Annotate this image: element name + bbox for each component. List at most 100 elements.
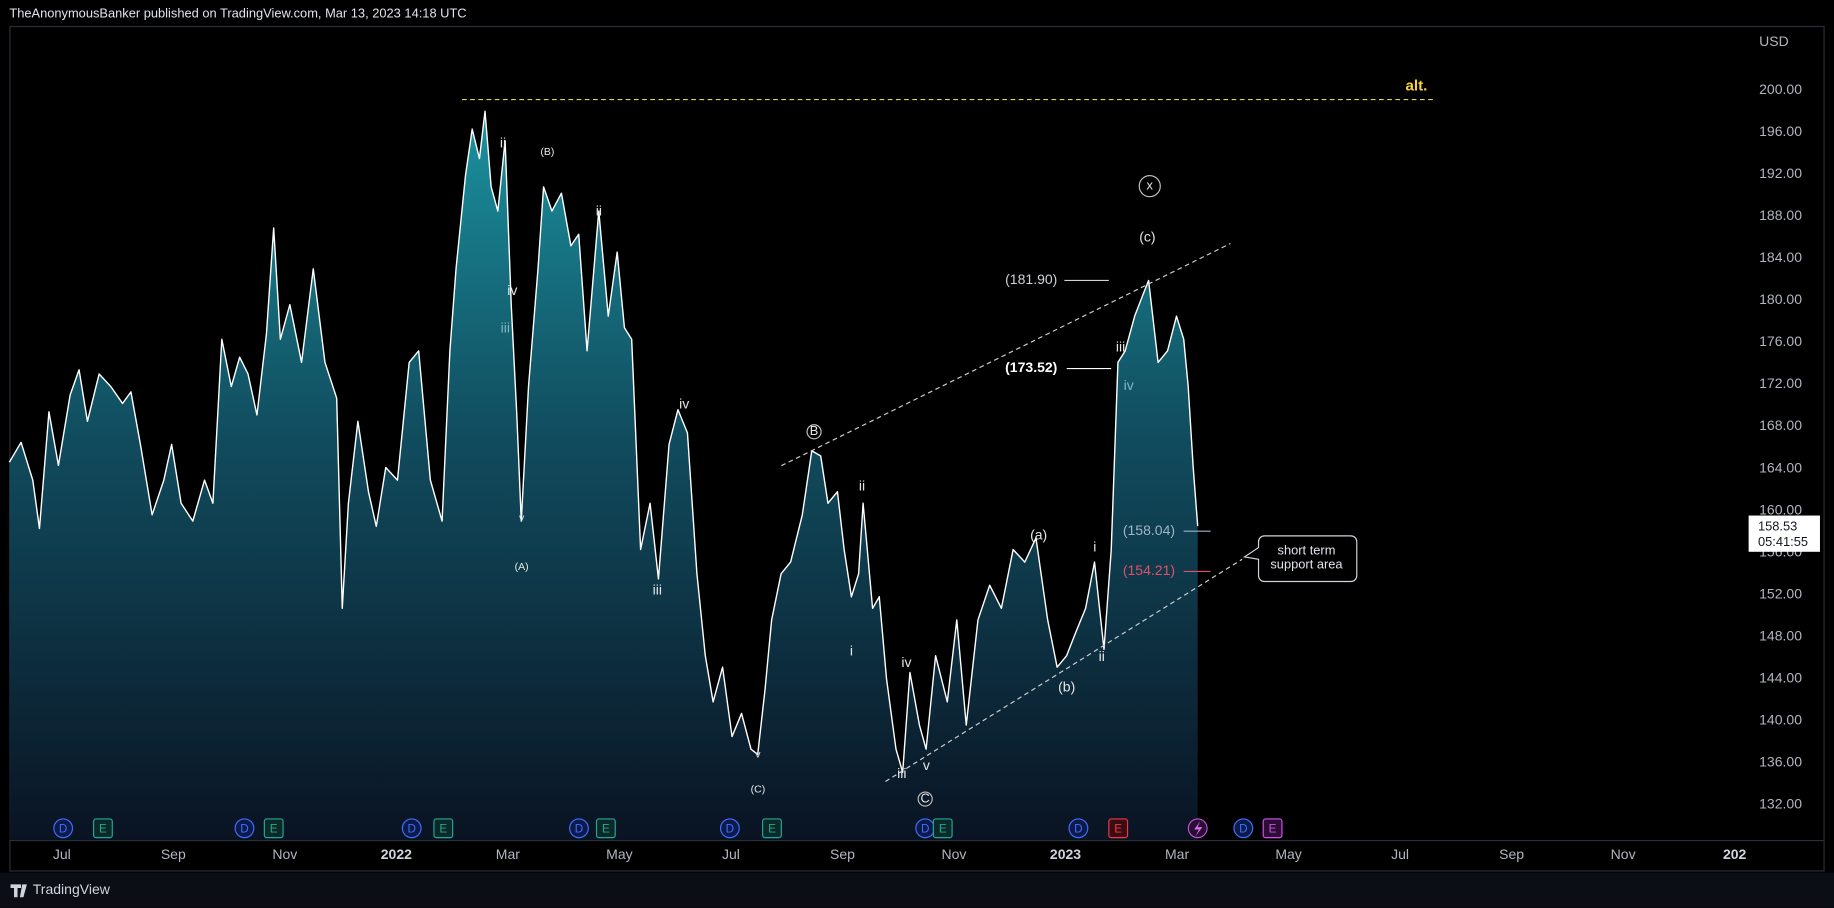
wave-circle bbox=[806, 424, 822, 440]
wave-label: iv bbox=[507, 282, 517, 298]
y-tick-label: 152.00 bbox=[1759, 585, 1802, 601]
currency-label: USD bbox=[1759, 33, 1789, 49]
event-label: E bbox=[1114, 823, 1122, 836]
x-tick-label: Sep bbox=[161, 846, 186, 862]
header-text: TheAnonymousBanker published on TradingV… bbox=[9, 6, 466, 21]
wave-label: i bbox=[1093, 538, 1096, 554]
event-icon bbox=[1108, 818, 1129, 839]
footer-logo bbox=[10, 884, 27, 898]
x-tick-label: 2023 bbox=[1050, 846, 1081, 862]
wave-label: iv bbox=[679, 396, 689, 412]
y-tick-label: 164.00 bbox=[1759, 459, 1802, 475]
event-label: E bbox=[602, 823, 610, 836]
x-tick-label: Sep bbox=[1499, 846, 1524, 862]
area-fill bbox=[9, 111, 1198, 840]
event-icon bbox=[1262, 818, 1283, 839]
wave-label: iii bbox=[1116, 338, 1125, 354]
y-tick-label: 148.00 bbox=[1759, 627, 1802, 643]
y-tick-label: 188.00 bbox=[1759, 207, 1802, 223]
event-icon bbox=[53, 818, 74, 839]
y-tick-label: 192.00 bbox=[1759, 165, 1802, 181]
y-tick-label: 176.00 bbox=[1759, 333, 1802, 349]
x-tick-label: Nov bbox=[942, 846, 967, 862]
wave-label: v bbox=[519, 512, 525, 524]
wave-label: iii bbox=[653, 582, 662, 598]
lightning-icon bbox=[1194, 821, 1203, 837]
event-icon bbox=[401, 818, 422, 839]
x-tick-label: Mar bbox=[496, 846, 520, 862]
price-tag-countdown: 05:41:55 bbox=[1758, 534, 1808, 549]
level-label: (154.21) bbox=[1123, 562, 1175, 578]
footer-text: TradingView bbox=[33, 881, 111, 897]
chart-frame bbox=[9, 25, 1825, 872]
wave-label: ii bbox=[596, 203, 602, 219]
wave-label: iii bbox=[501, 320, 510, 336]
event-label: D bbox=[921, 823, 929, 836]
wave-label: ii bbox=[500, 135, 506, 151]
x-tick-label: Mar bbox=[1165, 846, 1189, 862]
y-tick-label: 160.00 bbox=[1759, 501, 1802, 517]
event-icon bbox=[569, 818, 589, 839]
x-tick-label: Nov bbox=[272, 846, 297, 862]
event-label: E bbox=[99, 823, 107, 836]
y-tick-label: 136.00 bbox=[1759, 754, 1802, 770]
plot: 132.00136.00140.00144.00148.00152.00156.… bbox=[8, 81, 1802, 862]
y-tick-label: 132.00 bbox=[1759, 796, 1802, 812]
wave-label: alt. bbox=[1405, 78, 1427, 95]
price-tag-value: 158.53 bbox=[1758, 519, 1797, 534]
event-label: D bbox=[1074, 823, 1082, 836]
event-label: E bbox=[1269, 823, 1277, 836]
wave-label: (c) bbox=[1139, 228, 1155, 244]
wave-label: (C) bbox=[751, 783, 766, 795]
y-tick-label: 180.00 bbox=[1759, 291, 1802, 307]
event-label: D bbox=[575, 823, 583, 836]
x-tick-label: May bbox=[606, 846, 632, 862]
wave-label: ii bbox=[859, 477, 865, 493]
y-tick-label: 168.00 bbox=[1759, 417, 1802, 433]
event-label: E bbox=[768, 823, 776, 836]
event-label: E bbox=[270, 823, 278, 836]
wave-label: v bbox=[923, 757, 930, 773]
channel-lower bbox=[885, 558, 1243, 782]
wave-label: i bbox=[850, 642, 853, 658]
wave-label: ii bbox=[1099, 648, 1105, 664]
event-icon bbox=[1068, 818, 1089, 839]
y-tick-label: 200.00 bbox=[1759, 81, 1802, 97]
x-tick-label: Jul bbox=[53, 846, 71, 862]
wave-circle bbox=[917, 791, 933, 807]
event-label: D bbox=[726, 823, 734, 836]
y-tick-label: 140.00 bbox=[1759, 712, 1802, 728]
y-tick-label: 144.00 bbox=[1759, 669, 1802, 685]
x-tick-label: Jul bbox=[722, 846, 740, 862]
wave-label: iv bbox=[901, 654, 911, 670]
x-tick-label: 202 bbox=[1723, 846, 1747, 862]
wave-label: C bbox=[921, 790, 930, 805]
wave-label: (a) bbox=[1030, 527, 1047, 543]
wave-label: iv bbox=[1124, 377, 1134, 393]
y-tick-label: 184.00 bbox=[1759, 249, 1802, 265]
wave-circle bbox=[1138, 175, 1161, 198]
wave-label: (B) bbox=[540, 146, 554, 158]
x-tick-label: Sep bbox=[830, 846, 855, 862]
event-label: D bbox=[407, 823, 415, 836]
y-tick-label: 172.00 bbox=[1759, 375, 1802, 391]
overlay: (181.90)(173.52)(158.04)(154.21)ii(B)iii… bbox=[53, 78, 1820, 839]
wave-label: B bbox=[810, 423, 819, 438]
level-label: (173.52) bbox=[1005, 359, 1057, 375]
callout-text: support area bbox=[1270, 557, 1343, 572]
event-icon bbox=[92, 818, 113, 839]
x-tick-label: May bbox=[1275, 846, 1301, 862]
event-icon bbox=[595, 818, 616, 839]
event-icon bbox=[762, 818, 782, 839]
wave-label: (b) bbox=[1058, 679, 1075, 695]
event-icon bbox=[1233, 818, 1254, 839]
event-label: E bbox=[439, 823, 447, 836]
channel-upper bbox=[781, 242, 1231, 467]
event-icon bbox=[433, 818, 454, 839]
y-tick-label: 196.00 bbox=[1759, 123, 1802, 139]
wave-label: (A) bbox=[515, 561, 529, 573]
event-icon bbox=[719, 818, 740, 839]
event-icon bbox=[234, 818, 255, 839]
